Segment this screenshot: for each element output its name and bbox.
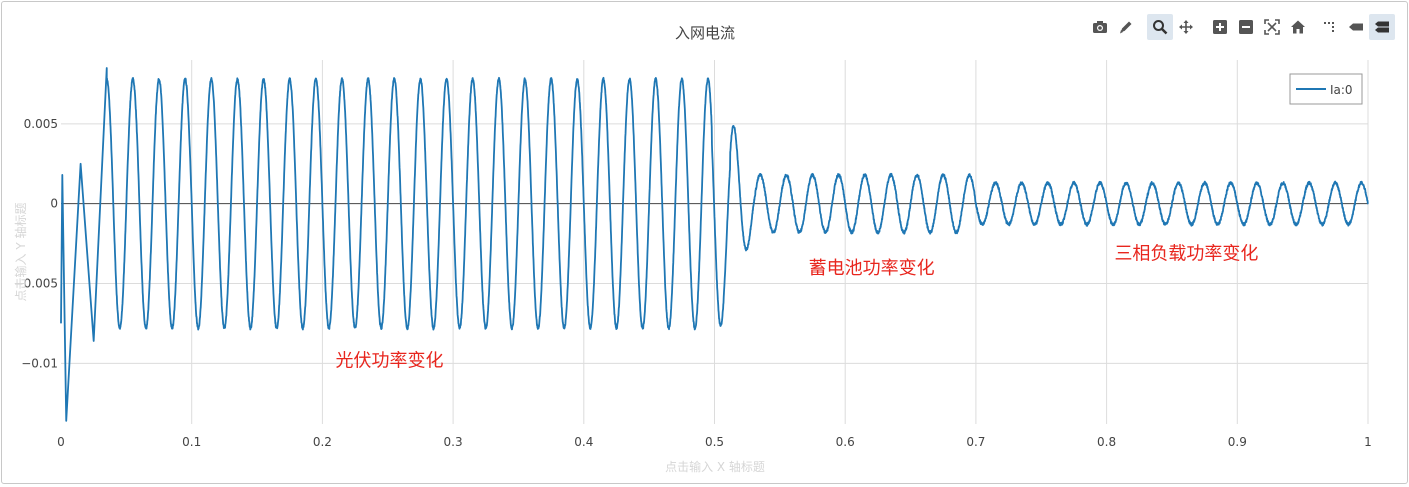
x-tick-label: 0.6 <box>836 435 855 449</box>
zoom-icon[interactable] <box>1147 14 1173 40</box>
x-tick-label: 0.7 <box>966 435 985 449</box>
x-tick-label: 0.5 <box>705 435 724 449</box>
chart-title[interactable]: 入网电流 <box>675 24 735 42</box>
zoom-out-icon[interactable] <box>1233 14 1259 40</box>
x-axis-title[interactable]: 点击输入 X 轴标题 <box>665 459 765 474</box>
home-icon[interactable] <box>1285 14 1311 40</box>
hover-compare-icon[interactable] <box>1369 14 1395 40</box>
x-tick-label: 0.8 <box>1097 435 1116 449</box>
annotation-label: 光伏功率变化 <box>335 351 443 372</box>
y-tick-label: 0.005 <box>24 117 58 131</box>
camera-icon[interactable] <box>1087 14 1113 40</box>
annotation-label: 三相负载功率变化 <box>1114 244 1258 265</box>
pan-icon[interactable] <box>1173 14 1199 40</box>
x-tick-label: 0.9 <box>1228 435 1247 449</box>
zoom-in-icon[interactable] <box>1207 14 1233 40</box>
x-tick-label: 0 <box>57 435 65 449</box>
y-tick-label: −0.01 <box>21 356 58 370</box>
x-tick-label: 1 <box>1364 435 1372 449</box>
pencil-icon[interactable] <box>1113 14 1139 40</box>
y-tick-label: −0.005 <box>14 277 58 291</box>
plot-area[interactable] <box>60 67 1369 422</box>
x-gridlines <box>191 60 1369 424</box>
legend-label[interactable]: Ia:0 <box>1330 83 1353 97</box>
x-tick-labels: 0 0.1 0.2 0.3 0.4 0.5 0.6 0.7 0.8 0.9 1 <box>57 435 1372 449</box>
x-tick-label: 0.4 <box>574 435 593 449</box>
y-tick-labels: −0.01 −0.005 0 0.005 <box>14 117 58 370</box>
hover-closest-icon[interactable] <box>1343 14 1369 40</box>
spike-lines-icon[interactable] <box>1317 14 1343 40</box>
annotations: 光伏功率变化 蓄电池功率变化 三相负载功率变化 <box>335 244 1258 372</box>
y-axis-title[interactable]: 点击输入 Y 轴标题 <box>13 203 28 302</box>
x-tick-label: 0.3 <box>444 435 463 449</box>
autoscale-icon[interactable] <box>1259 14 1285 40</box>
x-tick-label: 0.1 <box>182 435 201 449</box>
series-line-ia0 <box>60 67 1369 422</box>
x-tick-label: 0.2 <box>313 435 332 449</box>
legend[interactable]: Ia:0 <box>1289 73 1363 105</box>
y-tick-label: 0 <box>50 197 58 211</box>
annotation-label: 蓄电池功率变化 <box>809 258 935 279</box>
